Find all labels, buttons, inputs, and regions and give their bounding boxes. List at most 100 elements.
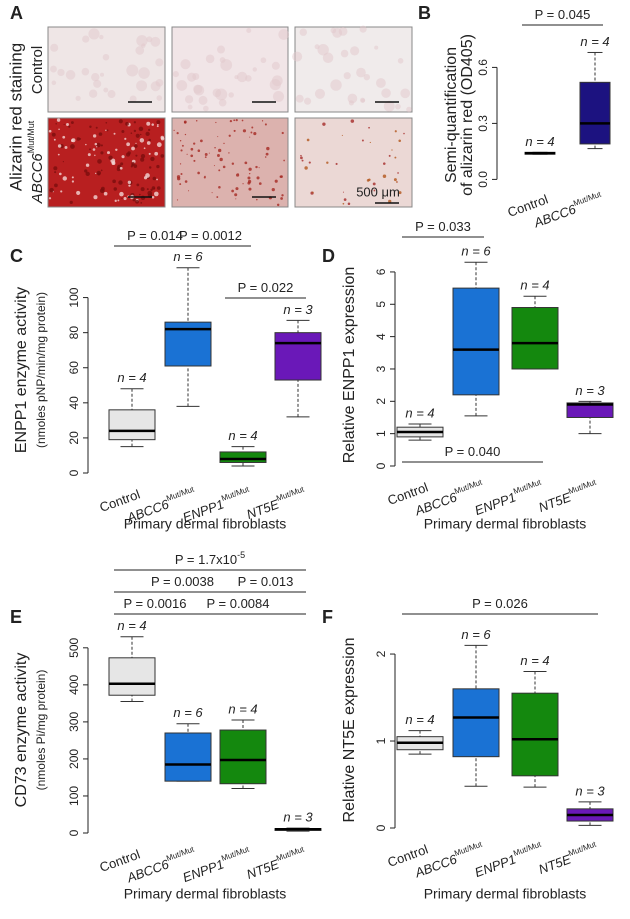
panel-letter: B: [418, 3, 431, 23]
n-label: n = 4: [228, 428, 257, 443]
panel-a: A Alizarin red staining Control ABCC6Mut…: [6, 3, 413, 208]
texture: [99, 188, 105, 194]
n-label: n = 3: [575, 783, 605, 798]
texture: [140, 153, 146, 159]
texture: [204, 153, 208, 156]
texture: [148, 166, 152, 169]
category-sup: Mut/Mut: [567, 478, 598, 497]
texture: [147, 128, 151, 132]
texture: [71, 176, 74, 179]
texture: [350, 119, 355, 123]
texture: [234, 193, 238, 197]
p-value-text: P = 0.033: [415, 219, 471, 234]
texture: [180, 172, 183, 176]
texture: [138, 126, 144, 132]
n-label: n = 6: [461, 627, 491, 642]
texture: [136, 80, 148, 92]
y-axis-label: Relative ENPP1 expression: [341, 267, 358, 464]
texture: [260, 57, 267, 64]
texture: [54, 171, 57, 174]
texture: [215, 88, 228, 101]
texture: [193, 84, 205, 96]
texture: [98, 132, 103, 136]
texture: [117, 199, 120, 202]
n-label: n = 4: [525, 134, 554, 149]
texture: [87, 153, 91, 157]
texture: [50, 65, 57, 73]
texture: [264, 123, 267, 126]
texture: [100, 169, 103, 172]
texture: [217, 136, 219, 138]
texture: [81, 67, 90, 76]
texture: [281, 194, 284, 197]
texture: [347, 202, 351, 206]
texture: [186, 153, 188, 155]
texture: [156, 186, 161, 190]
texture: [242, 129, 247, 133]
y-tick-label: 1: [374, 430, 388, 437]
texture: [251, 126, 254, 129]
texture: [370, 190, 372, 192]
y-tick-label: 2: [374, 650, 388, 657]
texture: [397, 58, 404, 64]
texture: [75, 95, 81, 101]
texture: [369, 141, 371, 144]
texture: [132, 198, 136, 202]
texture: [51, 80, 57, 86]
texture: [211, 192, 213, 194]
texture: [228, 134, 231, 137]
texture: [395, 103, 401, 110]
texture: [145, 173, 150, 178]
category-sup: Mut/Mut: [220, 485, 251, 504]
texture: [228, 92, 234, 98]
p-value-text: P = 1.7x10: [175, 552, 237, 567]
texture: [139, 138, 145, 143]
texture: [235, 119, 238, 122]
texture: [181, 144, 184, 147]
texture: [140, 187, 145, 192]
texture: [340, 49, 349, 58]
p-value: P = 0.0038: [151, 574, 214, 589]
texture: [190, 154, 194, 158]
texture: [151, 195, 155, 199]
texture: [306, 138, 310, 142]
p-value-text: P = 0.013: [238, 574, 294, 589]
texture: [62, 135, 66, 139]
n-label: n = 3: [283, 302, 313, 317]
texture: [391, 149, 393, 151]
texture: [271, 75, 283, 87]
texture: [57, 144, 62, 148]
texture: [217, 154, 220, 157]
texture: [373, 189, 376, 192]
category-sup: Mut/Mut: [453, 840, 484, 859]
box: [108, 657, 156, 696]
texture: [248, 172, 251, 175]
y-tick-label: 0.0: [476, 171, 490, 188]
texture: [85, 163, 90, 167]
n-label: n = 6: [173, 249, 203, 264]
texture: [338, 26, 348, 36]
texture: [89, 89, 98, 98]
y-tick-label: 500: [67, 637, 81, 657]
texture: [125, 121, 129, 126]
p-value: P = 0.013: [238, 574, 294, 589]
texture: [216, 196, 219, 198]
texture: [146, 36, 153, 43]
y-axis-label: Relative NT5E expression: [341, 638, 358, 823]
texture: [204, 175, 206, 178]
texture: [256, 198, 258, 201]
box: [219, 451, 267, 463]
category-name: ENPP1: [181, 857, 226, 886]
texture: [248, 167, 252, 171]
texture: [184, 95, 194, 104]
y-tick-label: 80: [67, 326, 81, 340]
texture: [84, 169, 88, 173]
texture: [382, 174, 387, 178]
texture: [237, 173, 239, 175]
box: [511, 307, 559, 370]
texture: [244, 161, 248, 165]
texture: [218, 98, 227, 107]
texture: [264, 156, 267, 158]
texture: [135, 133, 140, 138]
